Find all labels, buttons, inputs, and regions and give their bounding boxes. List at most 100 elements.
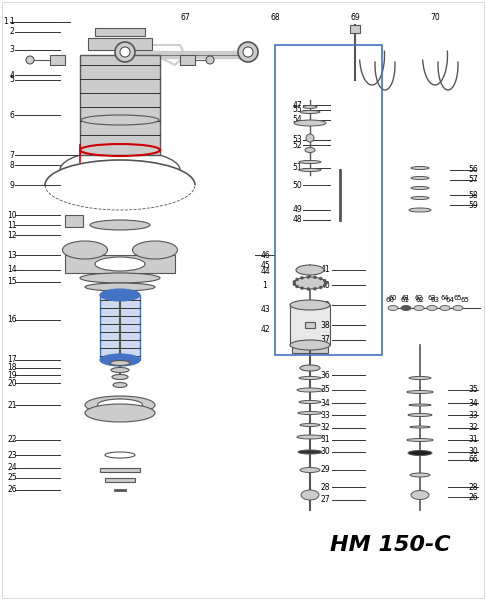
Ellipse shape	[95, 257, 145, 271]
Text: 70: 70	[430, 13, 440, 22]
Bar	[350, 25, 360, 33]
Text: 38: 38	[320, 320, 330, 329]
Text: 16: 16	[7, 316, 17, 325]
Ellipse shape	[427, 305, 437, 311]
Text: 22: 22	[7, 436, 17, 445]
Text: 64: 64	[441, 295, 449, 301]
Ellipse shape	[411, 166, 429, 169]
Circle shape	[325, 281, 328, 284]
Ellipse shape	[80, 273, 160, 283]
Ellipse shape	[112, 374, 128, 379]
Circle shape	[295, 278, 298, 281]
Ellipse shape	[85, 283, 155, 291]
Ellipse shape	[81, 115, 159, 125]
Text: 2: 2	[10, 28, 15, 37]
Text: 52: 52	[293, 140, 302, 149]
Circle shape	[307, 275, 310, 278]
Text: 51: 51	[293, 163, 302, 173]
Ellipse shape	[440, 305, 450, 311]
Ellipse shape	[297, 388, 323, 392]
Circle shape	[323, 279, 326, 282]
Text: 54: 54	[292, 115, 302, 124]
Text: 58: 58	[469, 191, 478, 199]
Text: 29: 29	[320, 466, 330, 475]
Bar	[100, 295, 140, 360]
Text: 41: 41	[320, 265, 330, 275]
Text: 33: 33	[468, 410, 478, 419]
Text: 45: 45	[260, 260, 270, 269]
Text: 63: 63	[428, 295, 436, 301]
Text: 24: 24	[7, 463, 17, 473]
Circle shape	[120, 47, 130, 57]
Ellipse shape	[111, 367, 129, 373]
Ellipse shape	[296, 265, 324, 275]
Ellipse shape	[301, 490, 319, 500]
Text: 60: 60	[389, 295, 397, 301]
Bar	[305, 322, 315, 328]
Text: 42: 42	[260, 325, 270, 335]
Text: 1: 1	[262, 280, 267, 289]
Text: 65: 65	[461, 297, 469, 303]
Bar	[292, 345, 328, 353]
Text: 18: 18	[7, 364, 17, 373]
Text: 69: 69	[350, 13, 360, 22]
Text: 1: 1	[3, 17, 8, 26]
Circle shape	[115, 42, 135, 62]
Circle shape	[323, 284, 326, 287]
Ellipse shape	[98, 399, 142, 411]
Ellipse shape	[453, 305, 463, 311]
Text: 68: 68	[270, 13, 280, 22]
Text: 3: 3	[10, 46, 15, 55]
Text: 48: 48	[293, 215, 302, 224]
Text: 19: 19	[7, 370, 17, 379]
Text: 14: 14	[7, 265, 17, 275]
Ellipse shape	[408, 451, 432, 455]
Circle shape	[319, 277, 322, 280]
Circle shape	[313, 276, 316, 279]
Text: 39: 39	[320, 301, 330, 310]
Text: 53: 53	[292, 136, 302, 145]
Bar	[65, 255, 175, 273]
Ellipse shape	[303, 106, 317, 109]
Text: 47: 47	[292, 100, 302, 109]
Ellipse shape	[305, 148, 315, 152]
Text: 6: 6	[10, 110, 15, 119]
Circle shape	[243, 47, 253, 57]
Text: 35: 35	[320, 385, 330, 395]
Text: 1: 1	[10, 17, 15, 26]
Ellipse shape	[409, 208, 431, 212]
Ellipse shape	[85, 404, 155, 422]
Ellipse shape	[299, 169, 321, 172]
Text: 34: 34	[320, 398, 330, 407]
Ellipse shape	[388, 305, 398, 311]
Bar	[290, 305, 330, 345]
Text: 65: 65	[454, 295, 462, 301]
Text: 7: 7	[10, 151, 15, 160]
Ellipse shape	[294, 277, 326, 289]
Text: 63: 63	[431, 297, 439, 303]
Text: 17: 17	[7, 355, 17, 364]
Ellipse shape	[297, 435, 323, 439]
Ellipse shape	[299, 401, 321, 403]
Text: 36: 36	[320, 370, 330, 379]
Ellipse shape	[411, 187, 429, 190]
Bar	[88, 38, 152, 50]
Circle shape	[293, 283, 296, 286]
Text: 56: 56	[468, 166, 478, 175]
Circle shape	[206, 56, 214, 64]
Ellipse shape	[300, 110, 320, 113]
Ellipse shape	[110, 361, 130, 365]
Text: 37: 37	[320, 335, 330, 344]
Text: 32: 32	[469, 424, 478, 433]
Text: 32: 32	[320, 424, 330, 433]
Text: 44: 44	[260, 268, 270, 277]
Text: 62: 62	[415, 295, 423, 301]
Text: 20: 20	[7, 379, 17, 388]
Text: 33: 33	[320, 410, 330, 419]
Text: 12: 12	[7, 230, 17, 239]
Ellipse shape	[133, 241, 177, 259]
Ellipse shape	[410, 426, 430, 428]
Text: 61: 61	[402, 295, 410, 301]
Text: 21: 21	[7, 401, 17, 409]
Ellipse shape	[300, 467, 320, 473]
